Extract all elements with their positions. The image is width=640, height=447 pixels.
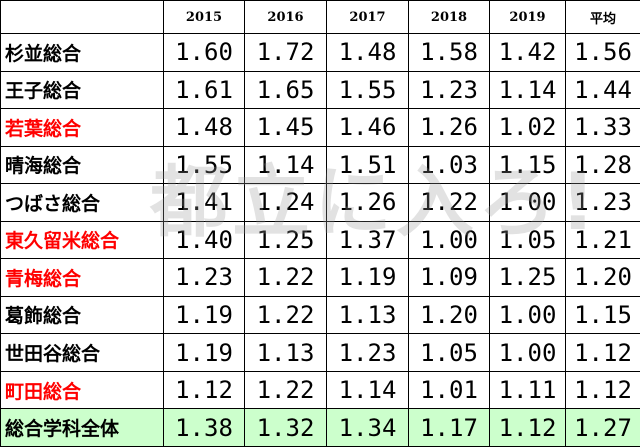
value-cell: 1.33 xyxy=(565,108,640,147)
header-cell: 2015 xyxy=(163,0,245,34)
value-cell: 1.22 xyxy=(244,295,327,335)
value-cell: 1.05 xyxy=(489,220,566,260)
value-cell: 1.48 xyxy=(326,33,409,72)
value-cell: 1.37 xyxy=(326,220,409,260)
value-cell: 1.00 xyxy=(489,183,566,222)
value-cell: 1.22 xyxy=(408,183,490,222)
value-cell: 1.11 xyxy=(489,370,566,410)
value-cell: 1.23 xyxy=(565,183,640,222)
value-cell: 1.12 xyxy=(163,370,245,410)
value-cell: 1.22 xyxy=(244,370,327,410)
row: 杉並総合 1.60 1.72 1.48 1.58 1.42 1.56 xyxy=(0,33,640,72)
row: 青梅総合 1.23 1.22 1.19 1.09 1.25 1.20 xyxy=(0,258,640,297)
value-cell: 1.25 xyxy=(244,220,327,260)
value-cell: 1.55 xyxy=(326,70,409,110)
header-cell xyxy=(0,0,164,34)
value-cell: 1.55 xyxy=(163,145,245,185)
value-cell: 1.12 xyxy=(489,408,566,447)
value-cell: 1.21 xyxy=(565,220,640,260)
value-cell: 1.09 xyxy=(408,258,490,297)
value-cell: 1.45 xyxy=(244,108,327,147)
value-cell: 1.60 xyxy=(163,33,245,72)
value-cell: 1.14 xyxy=(244,145,327,185)
value-cell: 1.32 xyxy=(244,408,327,447)
row-name: 晴海総合 xyxy=(0,145,164,185)
row-name: 東久留米総合 xyxy=(0,220,164,260)
value-cell: 1.34 xyxy=(326,408,409,447)
value-cell: 1.02 xyxy=(489,108,566,147)
row: 町田総合 1.12 1.22 1.14 1.01 1.11 1.12 xyxy=(0,370,640,410)
row: 世田谷総合 1.19 1.13 1.23 1.05 1.00 1.12 xyxy=(0,333,640,372)
row: 若葉総合 1.48 1.45 1.46 1.26 1.02 1.33 xyxy=(0,108,640,147)
header-cell: 2016 xyxy=(244,0,327,34)
row-name: 葛飾総合 xyxy=(0,295,164,335)
value-cell: 1.14 xyxy=(326,370,409,410)
value-cell: 1.38 xyxy=(163,408,245,447)
value-cell: 1.23 xyxy=(408,70,490,110)
value-cell: 1.61 xyxy=(163,70,245,110)
value-cell: 1.03 xyxy=(408,145,490,185)
value-cell: 1.48 xyxy=(163,108,245,147)
value-cell: 1.44 xyxy=(565,70,640,110)
value-cell: 1.20 xyxy=(408,295,490,335)
row: 葛飾総合 1.19 1.22 1.13 1.20 1.00 1.15 xyxy=(0,295,640,335)
value-cell: 1.46 xyxy=(326,108,409,147)
row-name: 町田総合 xyxy=(0,370,164,410)
header-cell: 平均 xyxy=(565,0,640,34)
header-cell: 2018 xyxy=(408,0,490,34)
value-cell: 1.42 xyxy=(489,33,566,72)
row-name: 総合学科全体 xyxy=(0,408,164,447)
value-cell: 1.22 xyxy=(244,258,327,297)
value-cell: 1.05 xyxy=(408,333,490,372)
value-cell: 1.17 xyxy=(408,408,490,447)
row-name: 杉並総合 xyxy=(0,33,164,72)
value-cell: 1.28 xyxy=(565,145,640,185)
value-cell: 1.23 xyxy=(163,258,245,297)
row: 王子総合 1.61 1.65 1.55 1.23 1.14 1.44 xyxy=(0,70,640,110)
value-cell: 1.13 xyxy=(244,333,327,372)
row: 晴海総合 1.55 1.14 1.51 1.03 1.15 1.28 xyxy=(0,145,640,185)
value-cell: 1.26 xyxy=(326,183,409,222)
value-cell: 1.51 xyxy=(326,145,409,185)
value-cell: 1.26 xyxy=(408,108,490,147)
value-cell: 1.56 xyxy=(565,33,640,72)
value-cell: 1.14 xyxy=(489,70,566,110)
value-cell: 1.15 xyxy=(565,295,640,335)
row: つばさ総合 1.41 1.24 1.26 1.22 1.00 1.23 xyxy=(0,183,640,222)
total-row: 総合学科全体 1.38 1.32 1.34 1.17 1.12 1.27 xyxy=(0,408,640,447)
value-cell: 1.41 xyxy=(163,183,245,222)
value-cell: 1.40 xyxy=(163,220,245,260)
row-name: 王子総合 xyxy=(0,70,164,110)
value-cell: 1.00 xyxy=(408,220,490,260)
value-cell: 1.00 xyxy=(489,295,566,335)
value-cell: 1.01 xyxy=(408,370,490,410)
value-cell: 1.72 xyxy=(244,33,327,72)
row-name: 青梅総合 xyxy=(0,258,164,297)
value-cell: 1.58 xyxy=(408,33,490,72)
value-cell: 1.27 xyxy=(565,408,640,447)
value-cell: 1.19 xyxy=(163,333,245,372)
value-cell: 1.19 xyxy=(163,295,245,335)
value-cell: 1.65 xyxy=(244,70,327,110)
row-name: つばさ総合 xyxy=(0,183,164,222)
value-cell: 1.19 xyxy=(326,258,409,297)
value-cell: 1.20 xyxy=(565,258,640,297)
value-cell: 1.00 xyxy=(489,333,566,372)
value-cell: 1.23 xyxy=(326,333,409,372)
header-row: 2015 2016 2017 2018 2019 平均 xyxy=(0,0,640,34)
header-cell: 2017 xyxy=(326,0,409,34)
value-cell: 1.24 xyxy=(244,183,327,222)
value-cell: 1.12 xyxy=(565,370,640,410)
value-cell: 1.25 xyxy=(489,258,566,297)
value-cell: 1.13 xyxy=(326,295,409,335)
row-name: 世田谷総合 xyxy=(0,333,164,372)
row-name: 若葉総合 xyxy=(0,108,164,147)
value-cell: 1.15 xyxy=(489,145,566,185)
header-cell: 2019 xyxy=(489,0,566,34)
value-cell: 1.12 xyxy=(565,333,640,372)
row: 東久留米総合 1.40 1.25 1.37 1.00 1.05 1.21 xyxy=(0,220,640,260)
